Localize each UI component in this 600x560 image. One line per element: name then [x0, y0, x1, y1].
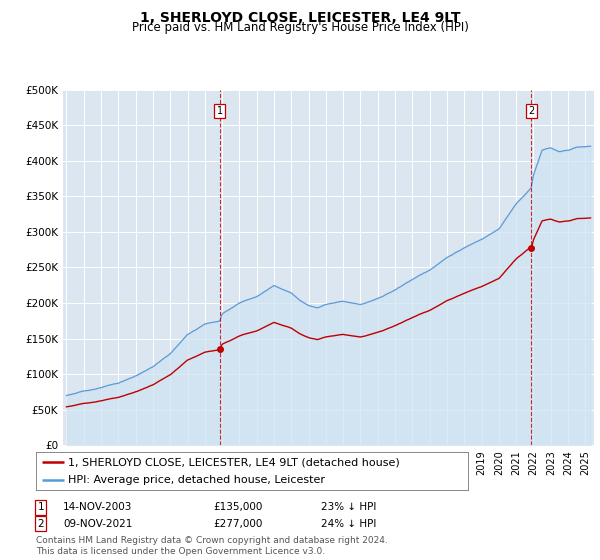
Text: 23% ↓ HPI: 23% ↓ HPI	[321, 502, 376, 512]
Text: 09-NOV-2021: 09-NOV-2021	[63, 519, 133, 529]
Text: Contains HM Land Registry data © Crown copyright and database right 2024.
This d: Contains HM Land Registry data © Crown c…	[36, 536, 388, 556]
Text: 2: 2	[528, 106, 535, 116]
Text: 14-NOV-2003: 14-NOV-2003	[63, 502, 133, 512]
Text: 1: 1	[217, 106, 223, 116]
Text: HPI: Average price, detached house, Leicester: HPI: Average price, detached house, Leic…	[68, 475, 325, 485]
Text: £135,000: £135,000	[213, 502, 262, 512]
Text: 1, SHERLOYD CLOSE, LEICESTER, LE4 9LT (detached house): 1, SHERLOYD CLOSE, LEICESTER, LE4 9LT (d…	[68, 457, 400, 467]
Text: £277,000: £277,000	[213, 519, 262, 529]
Text: 2: 2	[37, 519, 44, 529]
Text: 24% ↓ HPI: 24% ↓ HPI	[321, 519, 376, 529]
Text: 1: 1	[37, 502, 44, 512]
Text: 1, SHERLOYD CLOSE, LEICESTER, LE4 9LT: 1, SHERLOYD CLOSE, LEICESTER, LE4 9LT	[140, 11, 460, 25]
Text: Price paid vs. HM Land Registry's House Price Index (HPI): Price paid vs. HM Land Registry's House …	[131, 21, 469, 34]
